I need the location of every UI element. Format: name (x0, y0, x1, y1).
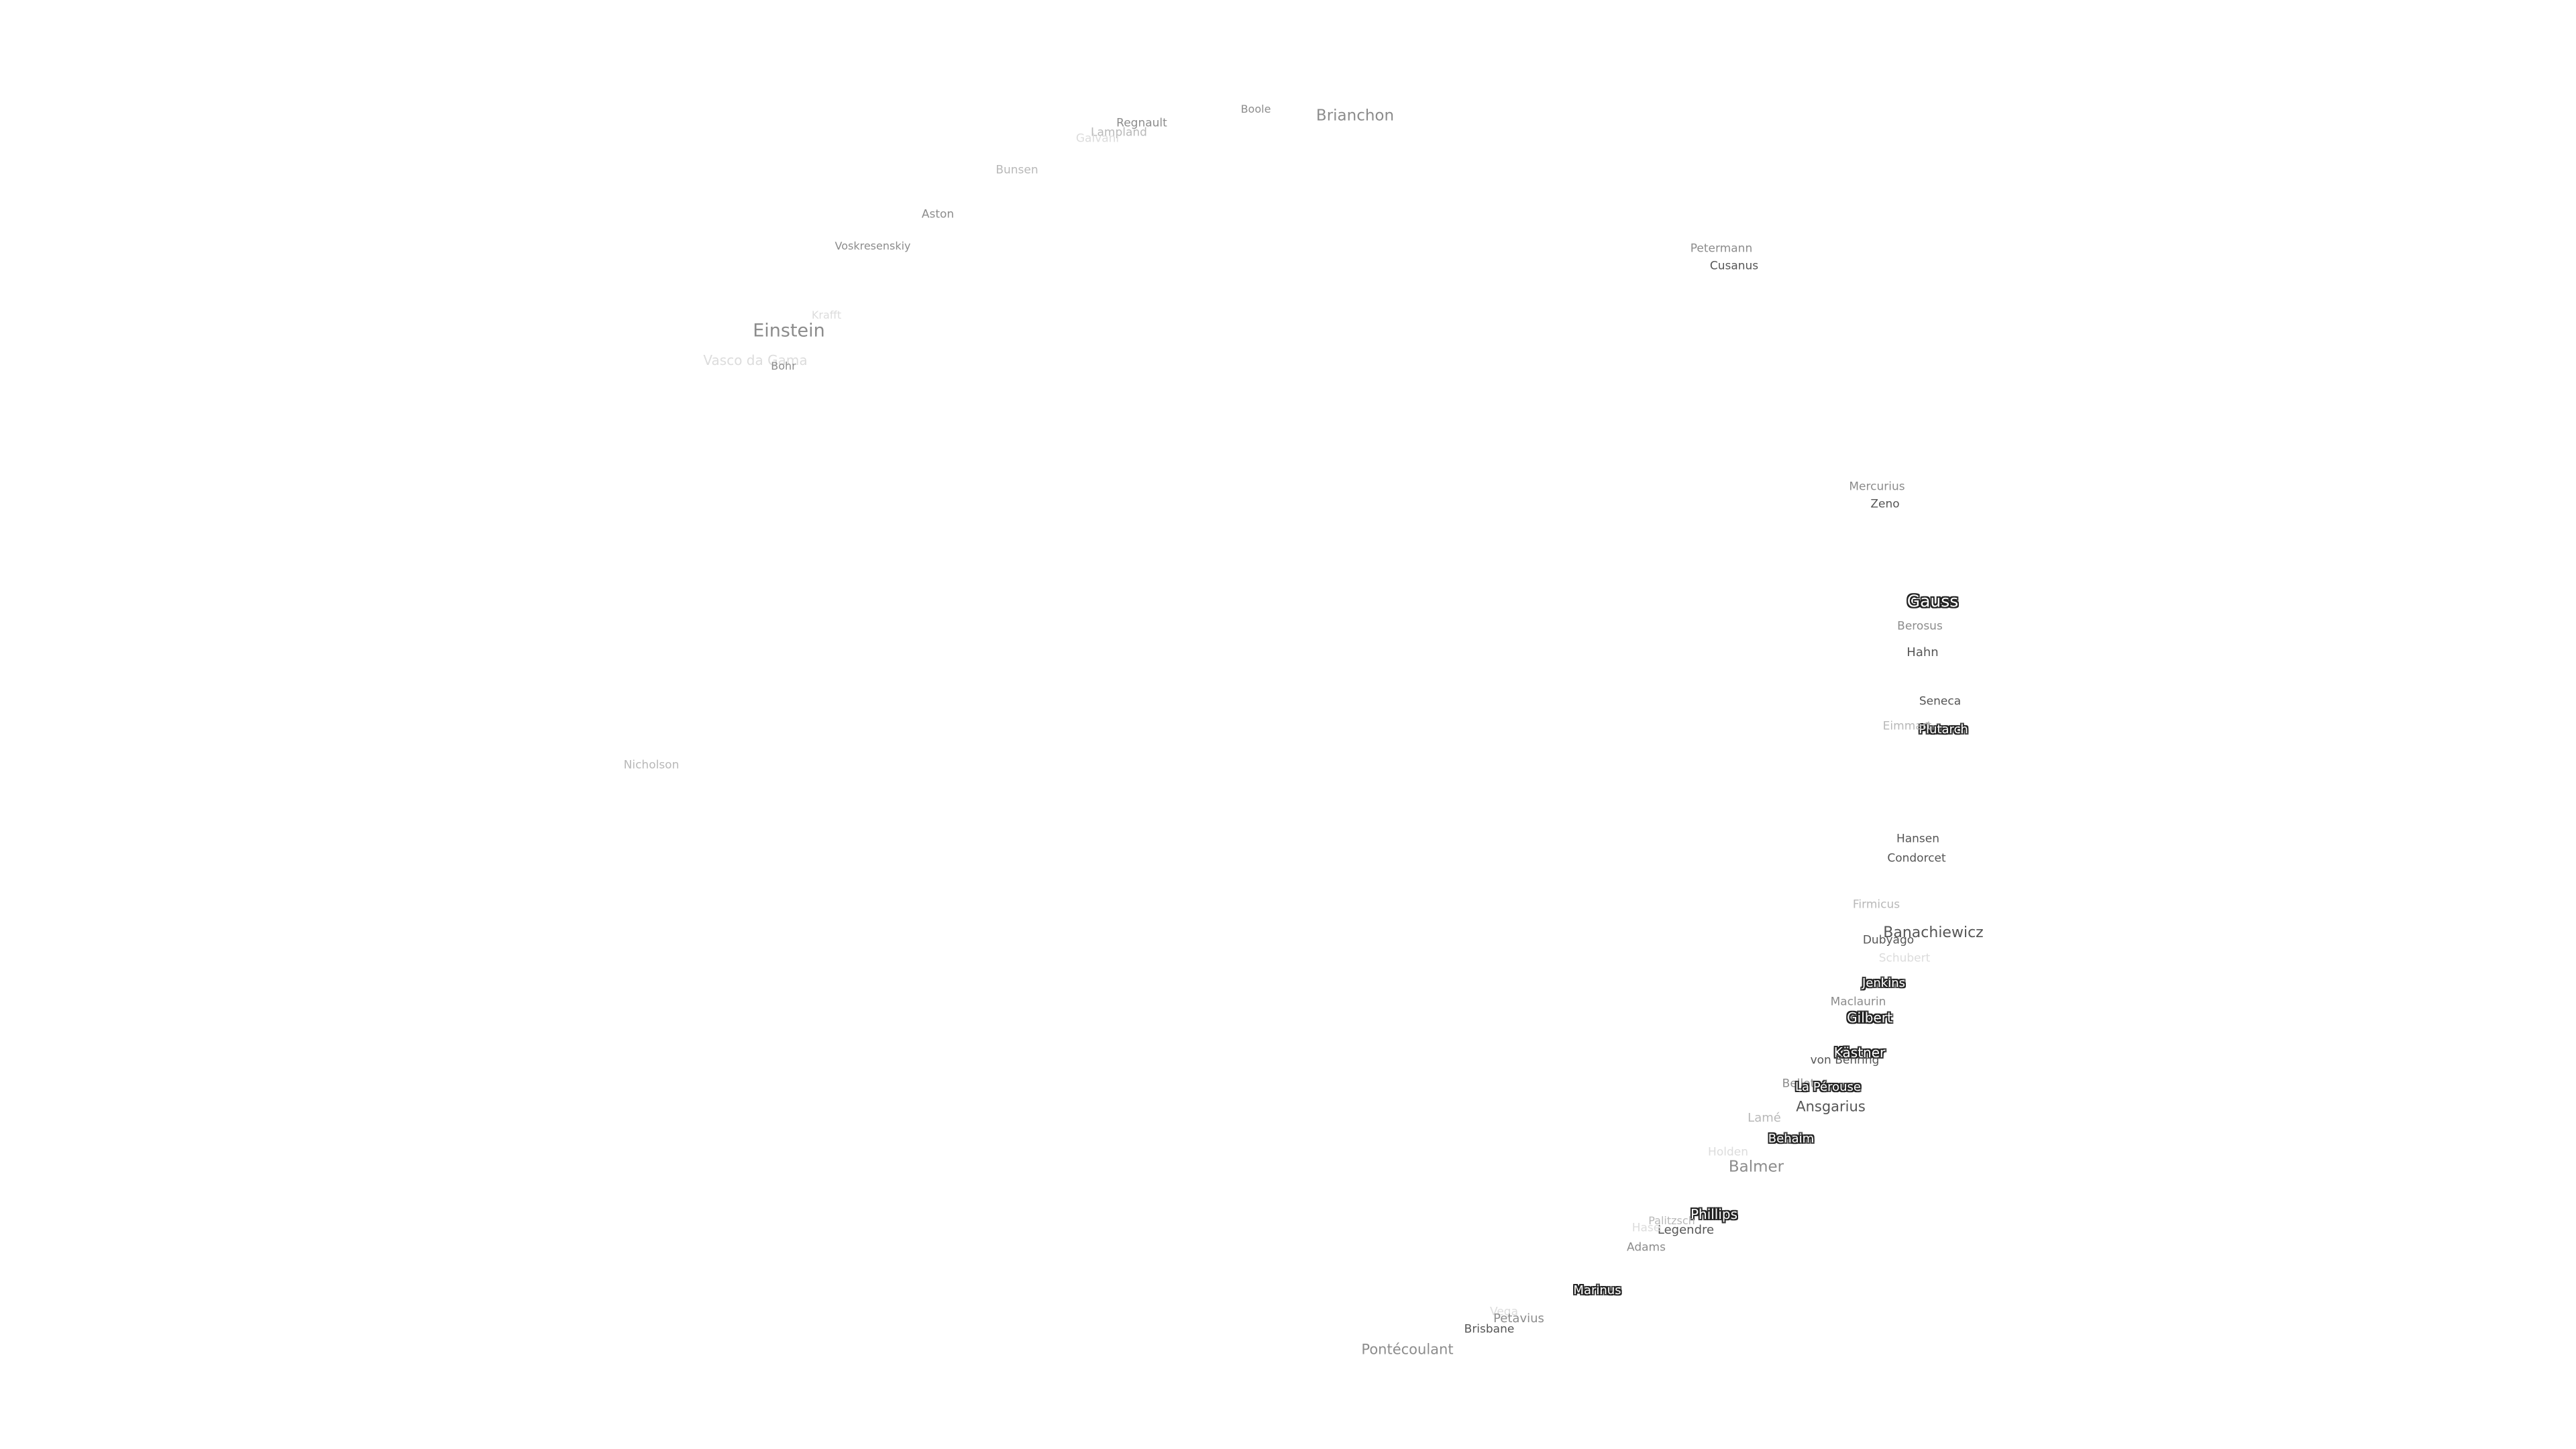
crater-label[interactable]: Schubert (1878, 951, 1931, 965)
crater-label[interactable]: Marinus (1573, 1283, 1621, 1297)
crater-label[interactable]: Phillips (1690, 1206, 1738, 1222)
crater-label[interactable]: Vega (1490, 1305, 1518, 1319)
crater-label[interactable]: Maclaurin (1830, 995, 1886, 1009)
crater-label[interactable]: Adams (1627, 1240, 1666, 1254)
crater-label[interactable]: Plutarch (1919, 722, 1968, 737)
crater-label[interactable]: Behaim (1768, 1132, 1815, 1146)
crater-label[interactable]: Aston (921, 207, 955, 221)
crater-label[interactable]: Brisbane (1464, 1322, 1515, 1336)
crater-label[interactable]: Ansgarius (1796, 1098, 1866, 1115)
crater-label[interactable]: Jenkins (1862, 976, 1906, 990)
crater-label[interactable]: Kästner (1833, 1044, 1886, 1061)
crater-label[interactable]: Petavius (1493, 1311, 1544, 1326)
crater-label[interactable]: Petermann (1690, 241, 1753, 256)
crater-label[interactable]: Nicholson (623, 758, 680, 772)
crater-label[interactable]: Einstein (753, 320, 825, 341)
crater-label[interactable]: Palitzsch (1648, 1214, 1695, 1227)
crater-label[interactable]: Vasco da Gama (703, 352, 808, 368)
crater-label[interactable]: Galvani (1075, 131, 1120, 146)
crater-label[interactable]: Gauss (1907, 591, 1959, 611)
crater-label[interactable]: Brianchon (1316, 107, 1395, 125)
crater-label[interactable]: Bunsen (996, 163, 1038, 177)
crater-label[interactable]: Mercurius (1849, 480, 1905, 494)
crater-label[interactable]: Seneca (1919, 694, 1962, 708)
crater-label[interactable]: Bohr (771, 360, 796, 372)
crater-label[interactable]: La Pérouse (1795, 1080, 1861, 1094)
crater-label[interactable]: von Behring (1810, 1053, 1880, 1067)
crater-label[interactable]: Boole (1240, 103, 1271, 115)
crater-label[interactable]: Holden (1708, 1145, 1748, 1159)
crater-label[interactable]: Voskresenskiy (835, 239, 911, 252)
crater-label[interactable]: Balmer (1728, 1158, 1784, 1176)
crater-label[interactable]: Legendre (1657, 1223, 1715, 1237)
crater-label[interactable]: Regnault (1116, 116, 1167, 130)
crater-label[interactable]: Eimmart (1882, 719, 1932, 733)
crater-label[interactable]: Bellot (1782, 1077, 1815, 1091)
crater-label[interactable]: Banachiewicz (1883, 924, 1984, 941)
crater-label[interactable]: Hahn (1907, 645, 1939, 659)
crater-label[interactable]: Berosus (1897, 619, 1943, 633)
crater-label[interactable]: Hansen (1896, 832, 1940, 846)
crater-label[interactable]: Condorcet (1887, 851, 1946, 865)
crater-label[interactable]: Gilbert (1847, 1010, 1892, 1026)
crater-label[interactable]: Lampland (1091, 125, 1147, 140)
crater-label[interactable]: Krafft (811, 309, 842, 321)
crater-label[interactable]: Cusanus (1709, 259, 1759, 273)
crater-label[interactable]: Zeno (1870, 497, 1900, 511)
crater-label[interactable]: Dubyago (1862, 933, 1915, 947)
crater-label[interactable]: Hase (1631, 1221, 1661, 1235)
crater-label[interactable]: Pontécoulant (1361, 1341, 1454, 1358)
crater-label[interactable]: Firmicus (1852, 898, 1900, 912)
crater-label[interactable]: Lamé (1748, 1111, 1781, 1125)
